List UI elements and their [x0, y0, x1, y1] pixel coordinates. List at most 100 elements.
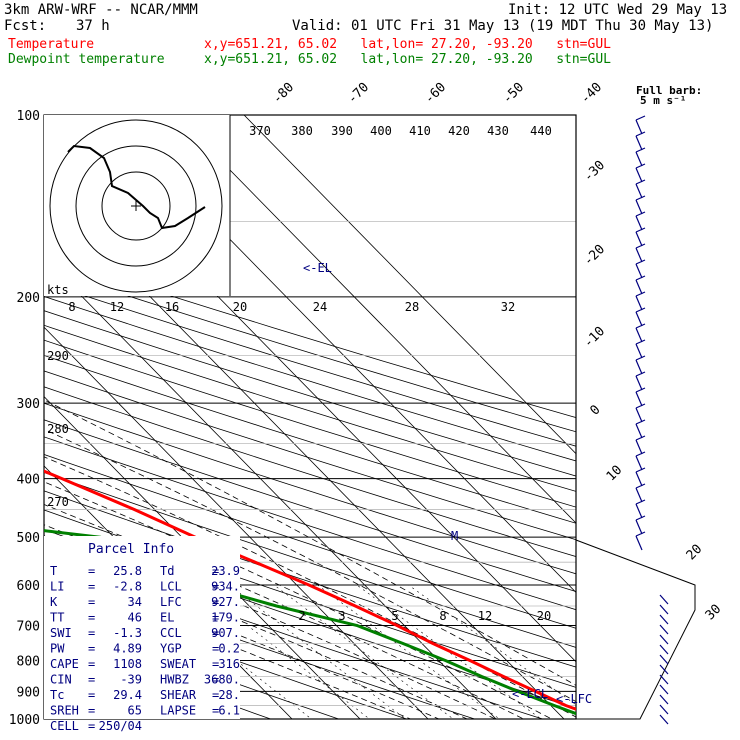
hodograph-ring-label: 8 — [68, 300, 75, 314]
hodograph-kts-label: kts — [47, 283, 69, 297]
theta-label: 410 — [409, 124, 431, 138]
wind-barb-flag — [635, 531, 646, 537]
parcel-info-cell: SWEAT — [160, 657, 196, 671]
isotherm-line — [44, 257, 497, 719]
legend-dewpoint-name: Dewpoint temperature — [8, 52, 165, 67]
sounding-marker: M — [451, 529, 458, 543]
parcel-info-cell: Td — [160, 564, 174, 578]
parcel-info-cell: EL — [160, 611, 174, 625]
parcel-info-cell: = — [212, 611, 219, 625]
wind-barb-staff — [635, 391, 643, 407]
dry-adiabat — [44, 296, 576, 462]
parcel-info-cell: 927. — [211, 595, 240, 609]
wind-barb-staff — [635, 279, 643, 295]
wind-barb-staff — [635, 471, 643, 487]
init-time: Init: 12 UTC Wed 29 May 13 — [508, 2, 728, 18]
parcel-info-cell: LAPSE — [160, 704, 196, 718]
isotherm-label: -10 — [581, 324, 608, 351]
pressure-tick-label: 300 — [17, 397, 40, 412]
wind-barb-flag — [635, 307, 646, 313]
pressure-tick-label: 500 — [17, 531, 40, 546]
wind-barb-flag — [635, 483, 646, 489]
wind-barb-staff — [659, 614, 669, 625]
wind-barb-flag — [635, 355, 646, 361]
hodograph-ring-label: 16 — [165, 300, 179, 314]
hodograph-ring-label: 20 — [233, 300, 247, 314]
parcel-info-cell: = — [88, 704, 95, 718]
wind-barb-staff — [635, 215, 643, 231]
dry-adiabat — [44, 436, 576, 611]
sounding-marker: <-LFC — [556, 692, 592, 706]
parcel-info-cell: 6.1 — [218, 704, 240, 718]
parcel-info-cell: 934. — [211, 580, 240, 594]
moist-adiabat — [44, 456, 576, 718]
parcel-info-cell: 250/04 — [99, 719, 142, 733]
parcel-info-cell: = — [88, 642, 95, 656]
parcel-info-cell: TT — [50, 611, 64, 625]
wind-barb-flag — [635, 259, 646, 265]
barb-title: Full barb: — [636, 84, 702, 97]
theta-label: 420 — [448, 124, 470, 138]
isotherm-label: -30 — [581, 158, 608, 185]
isotherm-line — [44, 395, 361, 719]
wind-barb-staff — [635, 327, 643, 343]
parcel-info-cell: = — [88, 719, 95, 733]
wind-barb-staff — [635, 503, 643, 519]
wind-barb-staff — [635, 359, 643, 375]
moist-adiabat — [44, 399, 576, 686]
wind-barb-staff — [635, 151, 643, 167]
dry-adiabat — [44, 472, 576, 648]
moist-adiabat — [44, 481, 553, 719]
hodograph-ring — [75, 145, 197, 267]
legend-dewpoint-info: x,y=651.21, 65.02 lat,lon= 27.20, -93.20… — [204, 52, 611, 67]
parcel-info-cell: SWI — [50, 626, 72, 640]
dry-adiabat — [44, 268, 576, 433]
wind-barb-flag — [635, 323, 646, 329]
parcel-info-cell: = — [212, 626, 219, 640]
dry-adiabat — [44, 591, 408, 719]
pressure-tick-label: 100 — [17, 109, 40, 124]
wind-barb-staff — [659, 634, 669, 645]
barb-units: 5 m s⁻¹ — [640, 94, 686, 107]
parcel-info-cell: SREH — [50, 704, 79, 718]
sounding-marker: <-EL — [303, 261, 332, 275]
wind-barb-staff — [659, 714, 669, 725]
parcel-info-cell: LI — [50, 580, 64, 594]
parcel-info-cell: CAPE — [50, 657, 79, 671]
parcel-info-cell: 1108 — [113, 657, 142, 671]
wind-barb-staff — [659, 604, 669, 615]
wind-barb-flag — [635, 435, 646, 441]
parcel-info-cell: PW — [50, 642, 65, 656]
parcel-info-cell: = — [88, 673, 95, 687]
wind-barb-staff — [635, 407, 643, 423]
wind-barb-flag — [635, 291, 646, 297]
mixing-ratio-label: 5 — [391, 609, 398, 623]
theta-label: 380 — [291, 124, 313, 138]
model-title: 3km ARW-WRF -- NCAR/MMM — [4, 2, 198, 18]
parcel-info-cell: CIN — [50, 673, 72, 687]
moist-adiabat — [44, 504, 525, 719]
theta-label: 280 — [47, 422, 69, 436]
theta-label: 400 — [370, 124, 392, 138]
wind-barb-flag — [635, 115, 646, 121]
wind-barb-flag — [635, 147, 646, 153]
dewpoint-line — [44, 529, 576, 716]
parcel-info-cell: 28. — [218, 688, 240, 702]
parcel-info-cell: CCL — [160, 626, 182, 640]
parcel-info-cell: = — [212, 642, 219, 656]
pressure-tick-label: 700 — [17, 619, 40, 634]
wind-barb-flag — [635, 243, 646, 249]
wind-barb-staff — [635, 247, 643, 263]
wind-barb-flag — [635, 499, 646, 505]
theta-label: 440 — [530, 124, 552, 138]
wind-barb-staff — [659, 654, 669, 665]
mixing-ratio-line — [228, 584, 407, 719]
wind-barb-staff — [635, 231, 643, 247]
parcel-info-cell: 907. — [211, 626, 240, 640]
parcel-info-cell: = — [88, 580, 95, 594]
parcel-info-cell: -39 — [120, 673, 142, 687]
mixing-ratio-label: 2 — [298, 609, 305, 623]
wind-barb-staff — [635, 183, 643, 199]
mixing-ratio-label: 8 — [439, 609, 446, 623]
